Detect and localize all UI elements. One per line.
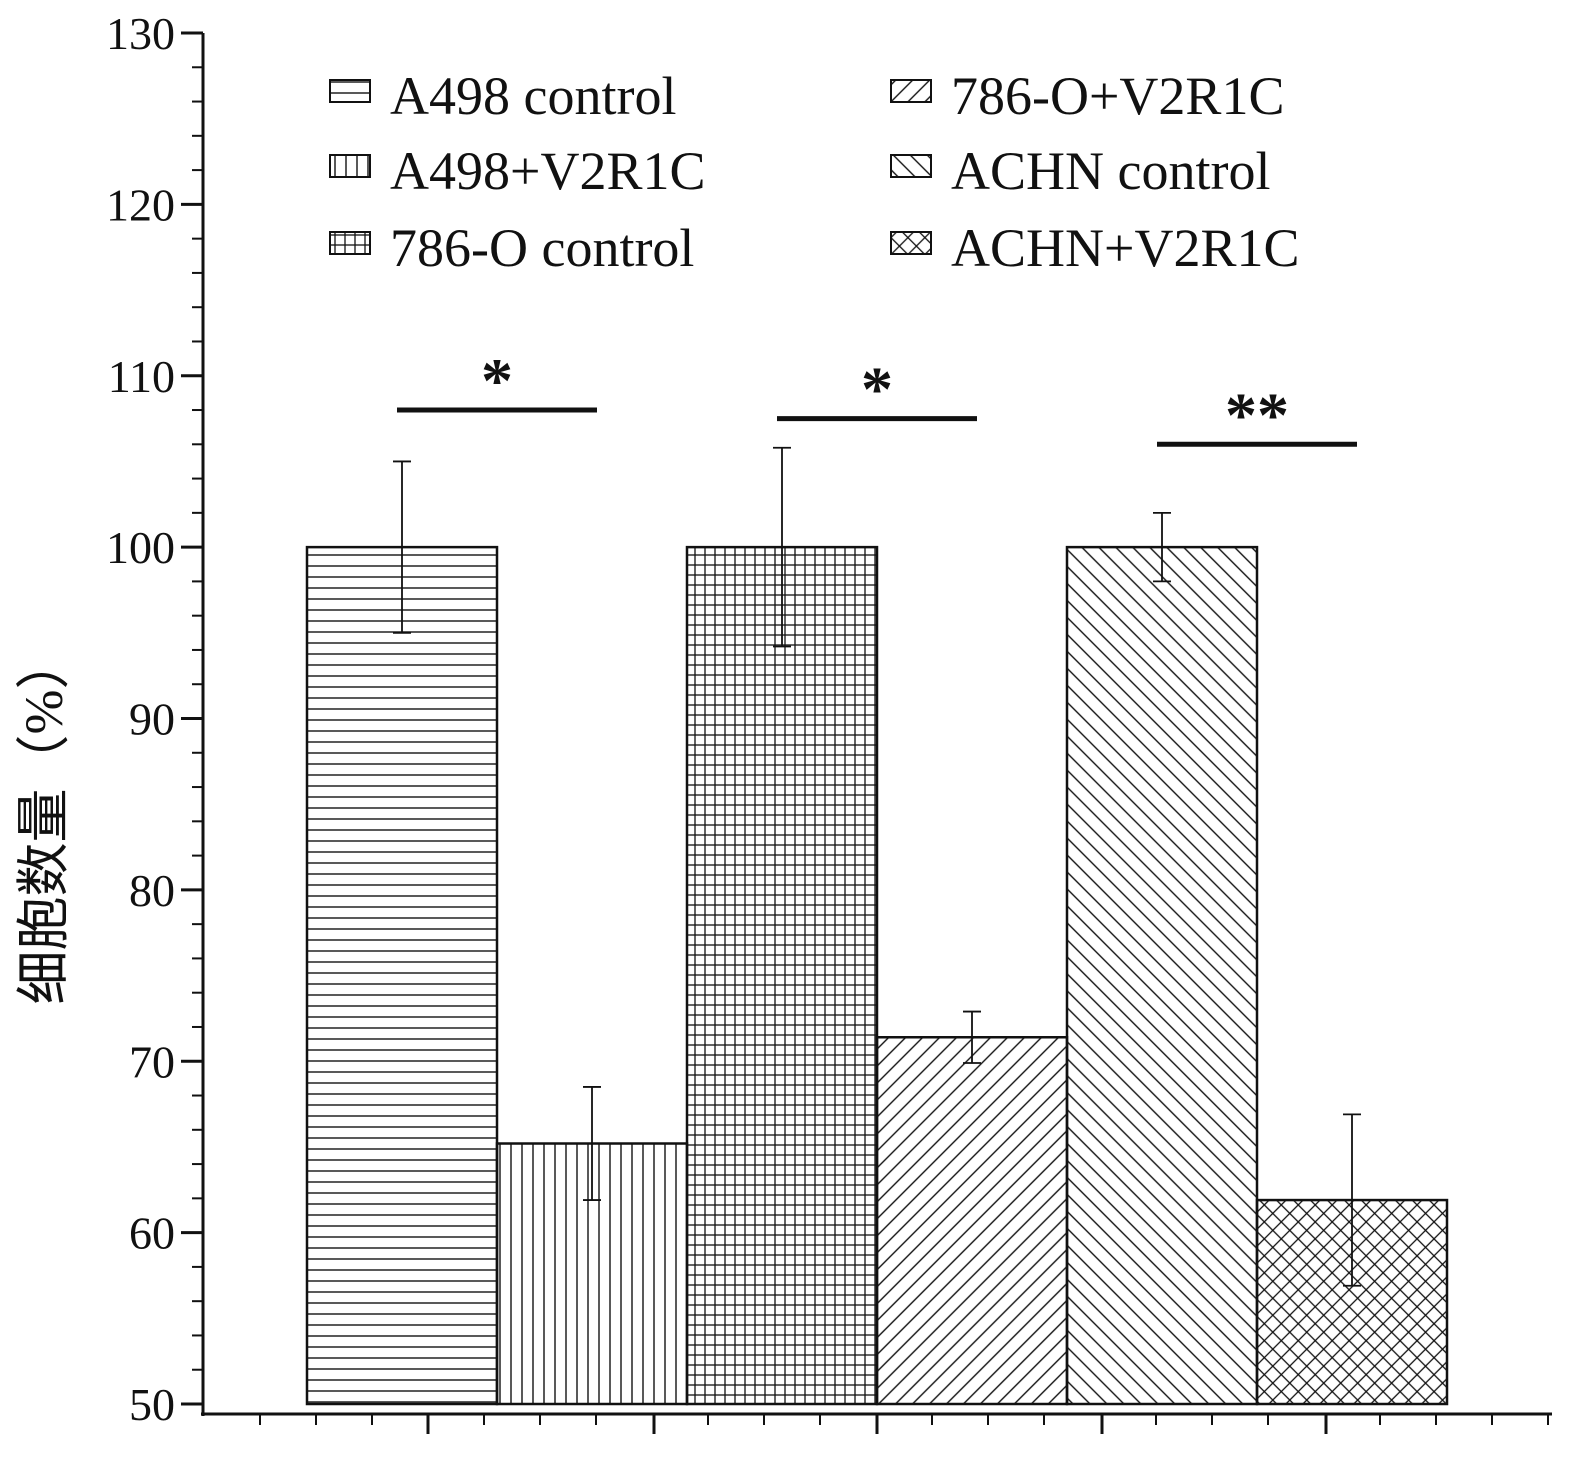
y-tick-label: 70 (129, 1036, 175, 1087)
legend-item: ACHN+V2R1C (891, 218, 1300, 278)
y-tick-label: 50 (129, 1379, 175, 1430)
significance-label: * (861, 354, 893, 425)
legend-label: A498+V2R1C (390, 141, 705, 201)
legend-swatch (330, 232, 370, 254)
legend: A498 control 786-O+V2R1C A498+V2R1C ACHN co… (330, 66, 1300, 278)
legend-label: 786-O control (390, 218, 694, 278)
legend-swatch (330, 80, 370, 102)
legend-item: 786-O control (330, 218, 694, 278)
y-axis-label: 细胞数量（%） (14, 636, 74, 1005)
y-tick-label: 110 (108, 351, 175, 402)
y-tick-label: 130 (106, 8, 175, 59)
legend-swatch (891, 155, 931, 177)
legend-swatch (891, 232, 931, 254)
legend-label: ACHN control (951, 141, 1270, 201)
legend-label: A498 control (390, 66, 676, 126)
bar-786-o-v2r1c (877, 1037, 1067, 1404)
y-tick-label: 100 (106, 522, 175, 573)
legend-item: ACHN control (891, 141, 1270, 201)
legend-item: 786-O+V2R1C (891, 66, 1284, 126)
y-tick-label: 90 (129, 694, 175, 745)
y-tick-label: 80 (129, 865, 175, 916)
bar-achn-control (1067, 547, 1257, 1404)
significance-label: ** (1225, 379, 1289, 450)
bar-786-o-control (687, 547, 877, 1404)
legend-item: A498+V2R1C (330, 141, 705, 201)
y-tick-label: 120 (106, 179, 175, 230)
legend-item: A498 control (330, 66, 676, 126)
legend-label: ACHN+V2R1C (951, 218, 1300, 278)
legend-label: 786-O+V2R1C (951, 66, 1284, 126)
y-tick-label: 60 (129, 1208, 175, 1259)
legend-swatch (330, 155, 370, 177)
significance-label: * (481, 345, 513, 416)
legend-swatch (891, 80, 931, 102)
bar-a498-control (307, 547, 497, 1404)
bars-group (307, 547, 1447, 1404)
significance-group: **** (397, 345, 1357, 450)
